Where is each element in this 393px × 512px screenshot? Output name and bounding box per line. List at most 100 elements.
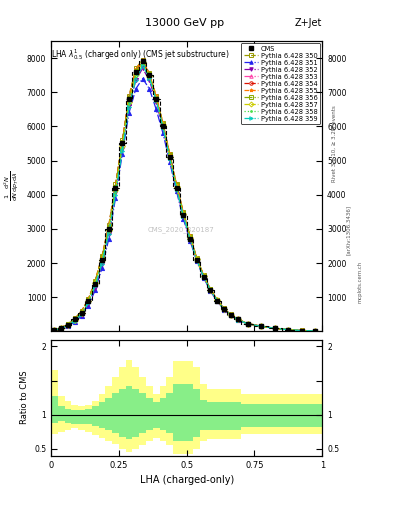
- Pythia 6.428 355: [245, 321, 250, 327]
- Pythia 6.428 358: [195, 257, 199, 263]
- Pythia 6.428 354: [59, 325, 64, 331]
- Pythia 6.428 350: [107, 222, 111, 228]
- Pythia 6.428 356: [99, 254, 104, 261]
- Pythia 6.428 355: [235, 316, 240, 322]
- Pythia 6.428 356: [72, 316, 77, 322]
- CMS: [66, 322, 70, 328]
- Pythia 6.428 356: [228, 312, 233, 318]
- Pythia 6.428 350: [286, 327, 291, 333]
- Pythia 6.428 357: [79, 310, 84, 316]
- Pythia 6.428 352: [79, 312, 84, 318]
- Pythia 6.428 356: [313, 328, 318, 334]
- Pythia 6.428 352: [52, 327, 57, 333]
- Pythia 6.428 352: [161, 125, 165, 131]
- Pythia 6.428 354: [272, 325, 277, 331]
- Pythia 6.428 353: [215, 297, 220, 303]
- Pythia 6.428 359: [195, 257, 199, 263]
- Pythia 6.428 355: [113, 183, 118, 189]
- Pythia 6.428 355: [174, 182, 179, 188]
- CMS: [52, 327, 57, 333]
- Pythia 6.428 355: [195, 255, 199, 261]
- Pythia 6.428 354: [79, 309, 84, 315]
- Line: Pythia 6.428 351: Pythia 6.428 351: [52, 76, 318, 333]
- Pythia 6.428 359: [272, 325, 277, 331]
- Pythia 6.428 355: [59, 325, 64, 331]
- Pythia 6.428 359: [134, 76, 138, 82]
- Pythia 6.428 354: [99, 254, 104, 261]
- Pythia 6.428 356: [79, 309, 84, 315]
- Pythia 6.428 358: [201, 274, 206, 280]
- CMS: [208, 287, 213, 293]
- CMS: [79, 310, 84, 316]
- Pythia 6.428 354: [313, 328, 318, 334]
- Pythia 6.428 351: [286, 327, 291, 333]
- Pythia 6.428 353: [120, 139, 125, 145]
- Pythia 6.428 357: [245, 321, 250, 327]
- Pythia 6.428 352: [181, 213, 185, 219]
- Pythia 6.428 357: [99, 257, 104, 263]
- Pythia 6.428 354: [222, 306, 226, 312]
- CMS: [188, 236, 193, 242]
- Pythia 6.428 353: [154, 94, 158, 100]
- Pythia 6.428 355: [228, 311, 233, 317]
- Pythia 6.428 351: [299, 328, 304, 334]
- Text: [arXiv:1306.3436]: [arXiv:1306.3436]: [346, 205, 351, 255]
- Pythia 6.428 356: [208, 286, 213, 292]
- Pythia 6.428 355: [127, 94, 131, 100]
- Pythia 6.428 354: [188, 234, 193, 240]
- Pythia 6.428 357: [174, 184, 179, 190]
- Pythia 6.428 352: [167, 156, 172, 162]
- Pythia 6.428 354: [154, 95, 158, 101]
- Pythia 6.428 352: [86, 301, 91, 307]
- Pythia 6.428 354: [259, 323, 264, 329]
- Pythia 6.428 354: [120, 140, 125, 146]
- Pythia 6.428 352: [201, 273, 206, 280]
- Pythia 6.428 354: [215, 297, 220, 303]
- Pythia 6.428 352: [127, 103, 131, 109]
- Pythia 6.428 354: [299, 328, 304, 334]
- Pythia 6.428 351: [245, 321, 250, 327]
- Pythia 6.428 355: [134, 66, 138, 72]
- Pythia 6.428 351: [201, 274, 206, 281]
- Pythia 6.428 355: [259, 323, 264, 329]
- Pythia 6.428 354: [195, 256, 199, 262]
- Pythia 6.428 356: [120, 139, 125, 145]
- Pythia 6.428 353: [174, 182, 179, 188]
- Pythia 6.428 356: [167, 152, 172, 158]
- Pythia 6.428 351: [72, 319, 77, 325]
- Pythia 6.428 352: [113, 190, 118, 196]
- Pythia 6.428 359: [120, 148, 125, 154]
- CMS: [215, 297, 220, 304]
- Pythia 6.428 352: [228, 312, 233, 318]
- Pythia 6.428 353: [99, 254, 104, 260]
- Pythia 6.428 354: [208, 286, 213, 292]
- Pythia 6.428 357: [201, 273, 206, 280]
- Pythia 6.428 358: [188, 236, 193, 242]
- Pythia 6.428 350: [127, 93, 131, 99]
- Pythia 6.428 358: [181, 212, 185, 218]
- Pythia 6.428 359: [222, 306, 226, 312]
- Pythia 6.428 358: [235, 316, 240, 323]
- Pythia 6.428 354: [228, 312, 233, 318]
- Pythia 6.428 350: [195, 255, 199, 261]
- Pythia 6.428 354: [147, 72, 152, 78]
- Pythia 6.428 353: [52, 327, 57, 333]
- Pythia 6.428 350: [72, 315, 77, 322]
- Pythia 6.428 356: [286, 327, 291, 333]
- Pythia 6.428 356: [259, 323, 264, 329]
- Pythia 6.428 357: [140, 59, 145, 66]
- Pythia 6.428 359: [228, 312, 233, 318]
- Pythia 6.428 358: [174, 185, 179, 191]
- Pythia 6.428 356: [181, 210, 185, 216]
- Pythia 6.428 352: [140, 65, 145, 71]
- Pythia 6.428 353: [208, 286, 213, 292]
- CMS: [201, 273, 206, 280]
- Pythia 6.428 353: [107, 223, 111, 229]
- Pythia 6.428 358: [107, 228, 111, 234]
- Pythia 6.428 353: [167, 152, 172, 158]
- Pythia 6.428 357: [313, 328, 318, 334]
- Pythia 6.428 358: [93, 281, 97, 287]
- Pythia 6.428 357: [272, 325, 277, 331]
- Pythia 6.428 355: [66, 321, 70, 327]
- Pythia 6.428 350: [174, 181, 179, 187]
